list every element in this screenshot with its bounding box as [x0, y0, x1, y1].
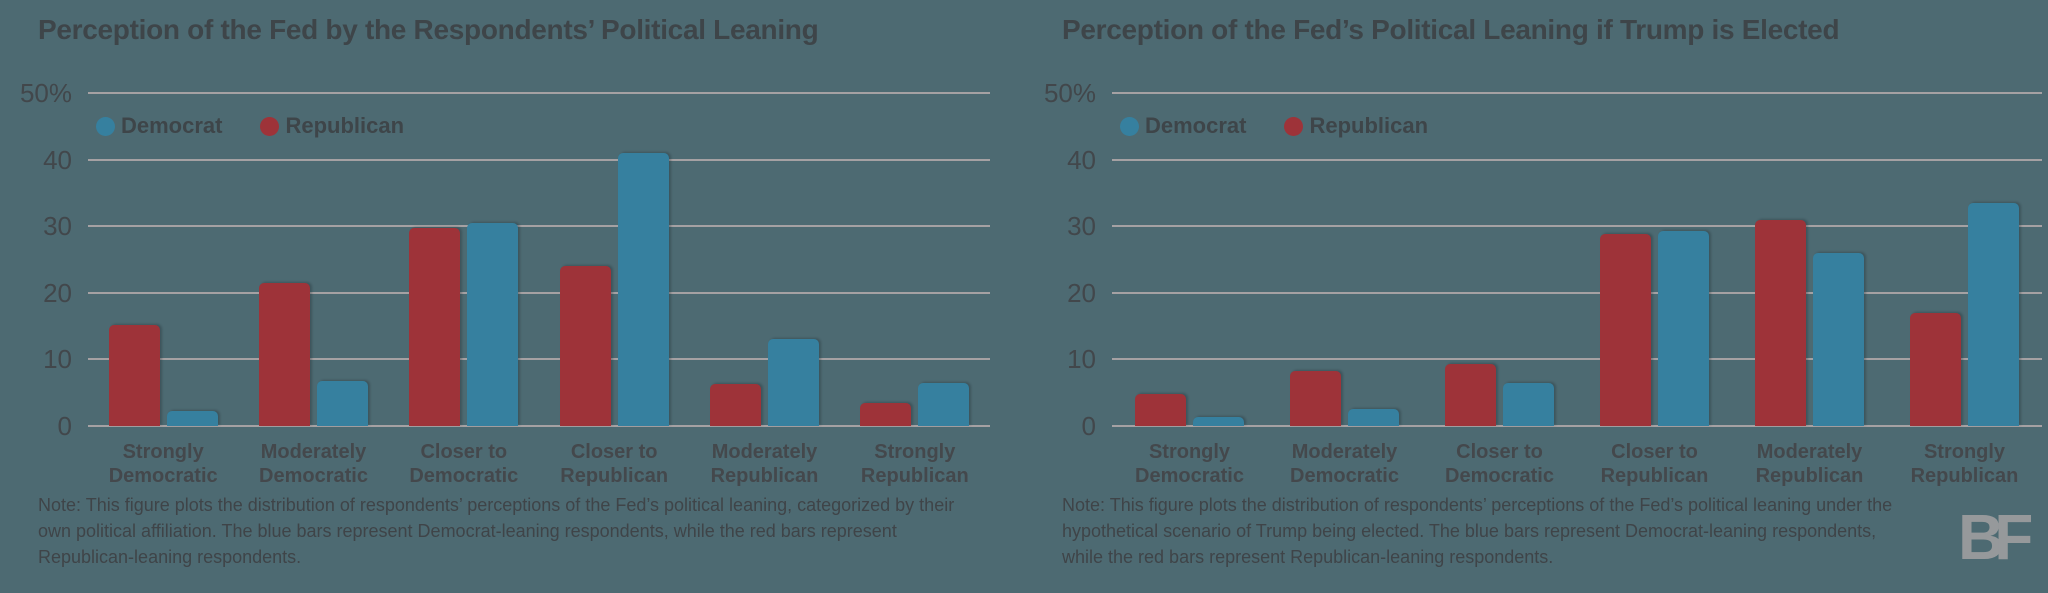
y-tick-label: 50% [1043, 78, 1096, 108]
legend-label-democrat: Democrat [121, 113, 223, 138]
gridline-40 [88, 158, 990, 161]
legend-label-democrat: Democrat [1145, 113, 1247, 138]
legend-label-republican: Republican [1309, 113, 1429, 138]
y-tick-label: 40 [1067, 144, 1096, 175]
bar-democrat-6 [1968, 202, 2019, 426]
legend-item-republican: Republican [1284, 113, 1428, 139]
chart-panel-left: Perception of the Fed by the Respondents… [20, 14, 990, 567]
democrat-dot-icon [1120, 116, 1139, 136]
bar-democrat-1 [166, 410, 218, 426]
category-label: Closer to Republican [560, 441, 669, 487]
bar-republican-6 [860, 403, 912, 426]
y-tick-label: 50% [19, 78, 72, 108]
bar-republican-1 [108, 325, 160, 426]
bar-democrat-6 [918, 382, 970, 426]
gridline-30 [1112, 225, 2042, 228]
y-tick-label: 10 [1067, 344, 1096, 375]
plot-area-right: Democrat Republican 50% 40 30 20 10 0 Strongly… [1044, 78, 2042, 487]
republican-dot-icon [1284, 116, 1304, 136]
legend-item-democrat: Democrat [96, 113, 222, 139]
chart-title-right: Perception of the Fed’s Political Leanin… [1062, 14, 1840, 45]
republican-dot-icon [260, 116, 280, 136]
gridline-20 [1112, 291, 2042, 294]
category-label: Closer to Republican [1600, 441, 1709, 487]
chart-title-left: Perception of the Fed by the Respondents… [38, 14, 819, 45]
democrat-dot-icon [96, 116, 115, 136]
category-label: Moderately Republican [1755, 441, 1864, 487]
y-tick-label: 30 [43, 211, 72, 242]
y-tick-label: 20 [1067, 277, 1096, 308]
gridline-0 [1112, 425, 2042, 427]
bar-republican-5 [710, 384, 761, 426]
note-right: Note: This figure plots the distribution… [1062, 495, 1893, 567]
legend-right: Democrat Republican [1120, 113, 1428, 139]
legend-left: Democrat Republican [96, 113, 404, 139]
y-tick-label: 30 [1067, 211, 1096, 242]
gridline-50 [1112, 92, 2042, 94]
category-label: Moderately Democratic [1290, 441, 1399, 487]
bar-republican-4 [1600, 234, 1651, 426]
category-label: Closer to Democratic [409, 441, 519, 487]
chart-panel-right: Perception of the Fed’s Political Leanin… [1024, 0, 2048, 593]
category-label: Strongly Democratic [1135, 441, 1244, 487]
note-left: Note: This figure plots the distribution… [38, 495, 955, 567]
bar-republican-4 [559, 266, 611, 426]
bar-democrat-4 [1658, 230, 1709, 426]
gridline-10 [88, 358, 990, 361]
y-tick-label: 0 [1081, 411, 1096, 441]
bar-republican-2 [259, 282, 310, 426]
bar-democrat-1 [1193, 416, 1244, 426]
legend-item-republican: Republican [260, 113, 404, 139]
legend-item-democrat: Democrat [1120, 113, 1246, 139]
category-label: Closer to Democratic [1445, 441, 1554, 487]
category-label: Strongly Democratic [108, 441, 218, 487]
y-tick-label: 10 [43, 344, 72, 375]
bar-democrat-2 [317, 380, 368, 426]
legend-label-republican: Republican [285, 113, 405, 138]
category-label: Moderately Republican [710, 441, 819, 487]
category-label: Moderately Democratic [259, 441, 368, 487]
category-label: Strongly Republican [1910, 441, 2019, 487]
bf-logo: BF [1958, 501, 2033, 573]
category-label: Strongly Republican [860, 441, 969, 487]
bar-democrat-3 [467, 222, 519, 426]
gridline-40 [1112, 158, 2042, 161]
gridline-0 [88, 425, 990, 427]
gridline-30 [88, 225, 990, 228]
bar-democrat-5 [1813, 252, 1864, 426]
bar-republican-3 [409, 228, 461, 426]
bar-republican-6 [1910, 312, 1961, 426]
bar-republican-1 [1135, 394, 1186, 426]
bar-democrat-5 [768, 339, 819, 426]
y-tick-label: 40 [43, 144, 72, 175]
y-tick-label: 20 [43, 277, 72, 308]
bar-republican-3 [1445, 364, 1496, 426]
bar-republican-2 [1290, 371, 1341, 426]
bar-democrat-4 [617, 152, 669, 426]
bar-democrat-2 [1348, 409, 1399, 426]
plot-area-left: Democrat Republican 50% 40 30 20 10 0 Strongly… [20, 78, 990, 487]
bar-republican-5 [1755, 219, 1806, 426]
gridline-20 [88, 291, 990, 294]
bar-democrat-3 [1503, 382, 1554, 426]
y-tick-label: 0 [57, 411, 72, 441]
gridline-50 [88, 92, 990, 94]
gridline-10 [1112, 358, 2042, 361]
